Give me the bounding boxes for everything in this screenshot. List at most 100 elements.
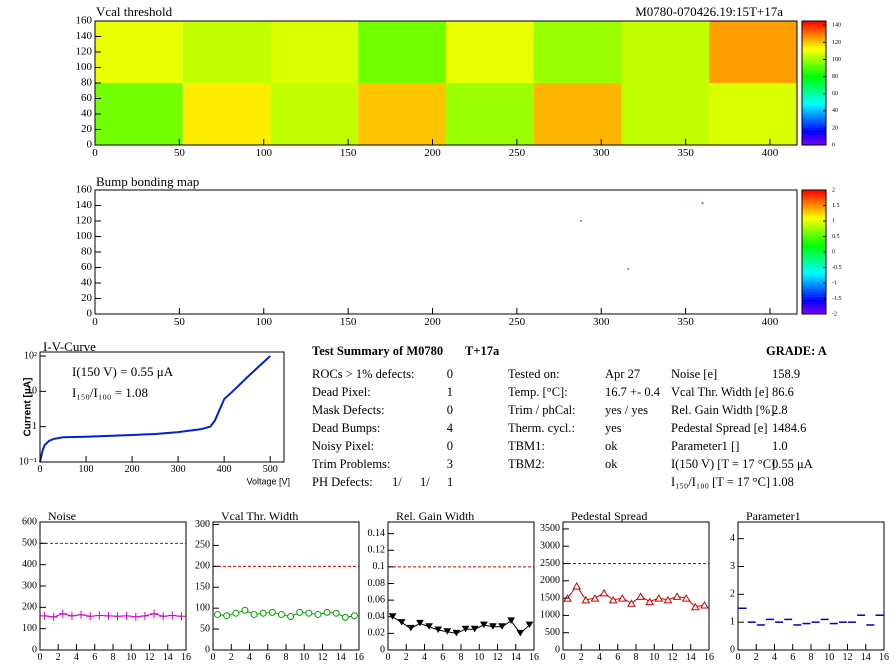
y-tick-label: 100	[76, 230, 93, 242]
result-value: 1.08	[772, 475, 794, 489]
x-tick-label: 8	[459, 652, 464, 663]
defect-value: 0	[447, 367, 453, 381]
color-scale-band	[802, 294, 826, 297]
heatmap-cell	[621, 83, 710, 145]
y-tick-label: 60	[81, 92, 93, 104]
data-point	[461, 625, 470, 633]
annotation: I(150 V) = 0.55 μA	[72, 364, 174, 379]
color-scale-band	[802, 30, 826, 34]
data-point	[95, 611, 104, 620]
data-point	[388, 613, 397, 620]
heatmap-cell	[270, 21, 359, 83]
y-tick-label: 0.06	[368, 594, 386, 605]
y-tick-label: 60	[81, 261, 93, 273]
condition-value: Apr 27	[605, 367, 640, 381]
data-point	[599, 588, 609, 597]
data-point	[636, 592, 645, 600]
color-scale-band	[802, 306, 826, 310]
data-point	[608, 595, 618, 604]
color-scale-label: 0	[832, 142, 835, 148]
color-scale-band	[802, 85, 826, 89]
color-scale-band	[802, 21, 826, 24]
x-tick-label: 300	[593, 316, 610, 328]
data-point	[681, 594, 691, 602]
heatmap-cell	[182, 83, 271, 145]
x-tick-label: 2	[56, 652, 61, 663]
x-tick-label: 400	[762, 316, 779, 328]
defect-label: PH Defects:	[312, 475, 373, 489]
y-tick-label: 1500	[540, 592, 560, 603]
x-tick-label: 14	[336, 652, 346, 663]
color-scale-band	[802, 276, 826, 280]
x-tick-label: 14	[686, 652, 696, 663]
color-scale-band	[802, 252, 826, 255]
y-tick-label: 500	[22, 538, 37, 549]
y-tick-label: 80	[81, 77, 93, 89]
y-tick-label: 160	[76, 15, 93, 27]
x-tick-label: 6	[440, 652, 445, 663]
x-tick-label: 0	[386, 652, 391, 663]
color-scale-band	[802, 43, 826, 47]
color-scale-band	[802, 80, 826, 84]
x-tick-label: 300	[171, 464, 186, 475]
data-point	[525, 621, 534, 629]
x-tick-label: 300	[593, 147, 610, 159]
result-label: Parameter1 []	[671, 439, 739, 453]
y-tick-label: 10	[27, 386, 37, 397]
y-tick-label: 160	[76, 184, 93, 196]
data-point	[397, 619, 406, 626]
data-point	[572, 582, 582, 590]
defect-value: 0	[447, 439, 453, 453]
x-tick-label: 4	[422, 652, 427, 663]
y-tick-label: 80	[81, 246, 93, 258]
color-scale-band	[802, 78, 826, 81]
y-tick-label: 20	[81, 123, 93, 135]
color-scale-band	[802, 122, 826, 126]
data-line	[217, 609, 355, 618]
defect-label: Trim Problems:	[312, 457, 390, 471]
x-tick-label: 8	[111, 652, 116, 663]
x-tick-label: 10	[474, 652, 484, 663]
x-tick-label: 16	[181, 652, 191, 663]
y-tick-label: 100	[76, 61, 93, 73]
color-scale-band	[802, 117, 826, 121]
condition-label: TBM1:	[508, 439, 545, 453]
defect-value: 4	[447, 421, 454, 435]
result-label: Pedestal Spread [e]	[671, 421, 768, 435]
data-point	[140, 611, 149, 620]
color-scale-band	[802, 107, 826, 111]
color-scale-band	[802, 192, 826, 196]
chart-title: Rel. Gain Width	[396, 509, 474, 523]
color-scale-band	[802, 97, 826, 101]
color-scale-band	[802, 112, 826, 116]
y-tick-label: 1	[730, 616, 735, 627]
x-tick-label: 12	[145, 652, 155, 663]
color-scale-band	[802, 204, 826, 208]
y-tick-label: 0	[555, 644, 560, 655]
data-point	[406, 624, 415, 632]
x-tick-label: 400	[217, 464, 232, 475]
x-tick-label: 8	[634, 652, 639, 663]
color-scale-band	[802, 142, 826, 146]
data-point	[122, 611, 131, 620]
color-scale-label: 100	[832, 57, 841, 63]
color-scale-label: -2	[832, 311, 837, 317]
x-tick-label: 2	[229, 652, 234, 663]
data-point	[223, 612, 231, 620]
defect-value: 1	[447, 385, 453, 399]
data-point	[67, 611, 76, 620]
color-scale-label: 40	[832, 108, 838, 114]
condition-label: Therm. cycl.:	[508, 421, 575, 435]
x-tick-label: 6	[790, 652, 795, 663]
color-scale-band	[802, 249, 826, 253]
y-tick-label: 3	[730, 561, 735, 572]
color-scale-band	[802, 232, 826, 235]
x-tick-label: 2	[579, 652, 584, 663]
color-scale-band	[802, 242, 826, 245]
data-point	[296, 608, 304, 616]
condition-value: 16.7 +- 0.4	[605, 385, 661, 399]
color-scale-band	[802, 70, 826, 74]
data-point	[177, 612, 186, 621]
data-point	[672, 592, 682, 600]
data-point	[268, 608, 276, 616]
